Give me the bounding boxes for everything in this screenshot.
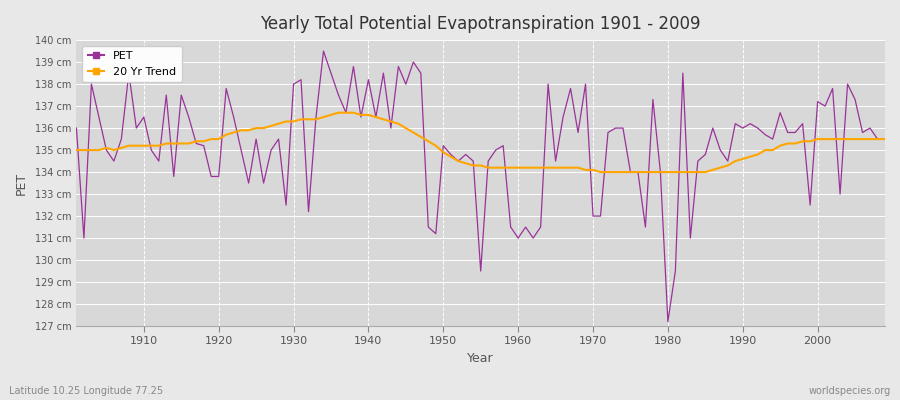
- Y-axis label: PET: PET: [15, 172, 28, 195]
- Text: worldspecies.org: worldspecies.org: [809, 386, 891, 396]
- Text: Latitude 10.25 Longitude 77.25: Latitude 10.25 Longitude 77.25: [9, 386, 163, 396]
- Legend: PET, 20 Yr Trend: PET, 20 Yr Trend: [82, 46, 182, 82]
- X-axis label: Year: Year: [467, 352, 494, 365]
- Title: Yearly Total Potential Evapotranspiration 1901 - 2009: Yearly Total Potential Evapotranspiratio…: [260, 15, 701, 33]
